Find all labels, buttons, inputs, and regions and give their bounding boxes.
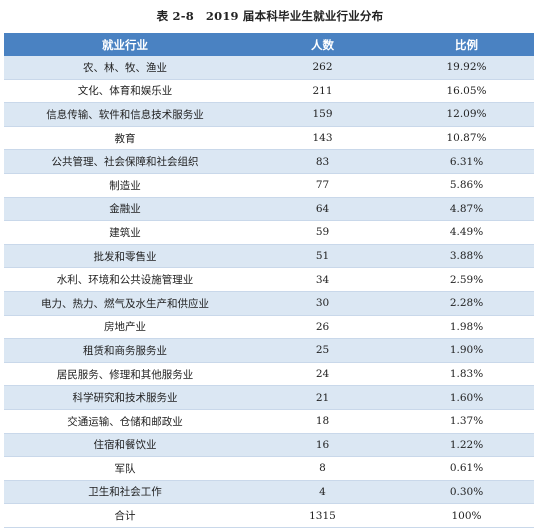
cell-count: 8	[246, 456, 399, 481]
cell-count: 262	[246, 56, 399, 80]
cell-count: 16	[246, 433, 399, 458]
cell-count: 77	[246, 173, 399, 198]
table-row: 水利、环境和公共设施管理业 34 2.59%	[4, 267, 534, 292]
cell-ratio: 1.37%	[399, 409, 534, 434]
table-row: 电力、热力、燃气及水生产和供应业 30 2.28%	[4, 291, 534, 316]
table-row: 批发和零售业 51 3.88%	[4, 244, 534, 269]
cell-count: 30	[246, 291, 399, 316]
cell-industry: 金融业	[4, 197, 246, 222]
cell-count: 24	[246, 362, 399, 387]
cell-industry: 居民服务、修理和其他服务业	[4, 362, 246, 387]
cell-ratio: 12.09%	[399, 102, 534, 127]
cell-industry: 信息传输、软件和信息技术服务业	[4, 102, 246, 127]
cell-ratio: 1.90%	[399, 338, 534, 363]
cell-industry: 房地产业	[4, 315, 246, 340]
table-header-row: 就业行业 人数 比例	[4, 33, 534, 56]
table-caption: 表 2-8 2019 届本科毕业生就业行业分布	[0, 6, 540, 26]
cell-ratio: 2.59%	[399, 267, 534, 292]
cell-count: 143	[246, 126, 399, 151]
cell-ratio: 1.98%	[399, 315, 534, 340]
table-row: 文化、体育和娱乐业 211 16.05%	[4, 79, 534, 104]
cell-industry: 电力、热力、燃气及水生产和供应业	[4, 291, 246, 316]
cell-count: 59	[246, 220, 399, 245]
table-row: 金融业 64 4.87%	[4, 197, 534, 222]
cell-count: 1315	[246, 503, 399, 528]
table-row: 房地产业 26 1.98%	[4, 315, 534, 340]
table-row: 交通运输、仓储和邮政业 18 1.37%	[4, 409, 534, 434]
header-ratio: 比例	[399, 33, 534, 56]
cell-industry: 批发和零售业	[4, 244, 246, 269]
cell-industry: 农、林、牧、渔业	[4, 56, 246, 80]
cell-count: 25	[246, 338, 399, 363]
table-row: 租赁和商务服务业 25 1.90%	[4, 338, 534, 363]
table-total-row: 合计 1315 100%	[4, 503, 534, 528]
table-row: 居民服务、修理和其他服务业 24 1.83%	[4, 362, 534, 387]
cell-count: 18	[246, 409, 399, 434]
cell-count: 21	[246, 385, 399, 410]
header-count: 人数	[246, 33, 399, 56]
cell-industry: 科学研究和技术服务业	[4, 385, 246, 410]
header-industry: 就业行业	[4, 33, 246, 56]
cell-industry: 建筑业	[4, 220, 246, 245]
table-row: 公共管理、社会保障和社会组织 83 6.31%	[4, 149, 534, 174]
cell-count: 51	[246, 244, 399, 269]
cell-industry: 教育	[4, 126, 246, 151]
cell-industry: 制造业	[4, 173, 246, 198]
cell-industry: 卫生和社会工作	[4, 480, 246, 505]
table-row: 农、林、牧、渔业 262 19.92%	[4, 56, 534, 80]
cell-industry: 住宿和餐饮业	[4, 433, 246, 458]
cell-ratio: 2.28%	[399, 291, 534, 316]
cell-ratio: 1.83%	[399, 362, 534, 387]
cell-ratio: 10.87%	[399, 126, 534, 151]
table-row: 信息传输、软件和信息技术服务业 159 12.09%	[4, 102, 534, 127]
cell-ratio: 4.49%	[399, 220, 534, 245]
cell-industry: 军队	[4, 456, 246, 481]
table-row: 卫生和社会工作 4 0.30%	[4, 480, 534, 505]
cell-ratio: 0.61%	[399, 456, 534, 481]
cell-count: 211	[246, 79, 399, 104]
cell-industry: 合计	[4, 503, 246, 528]
cell-ratio: 1.22%	[399, 433, 534, 458]
table-row: 军队 8 0.61%	[4, 456, 534, 481]
cell-ratio: 3.88%	[399, 244, 534, 269]
table-number: 表 2-8	[156, 9, 194, 23]
cell-ratio: 1.60%	[399, 385, 534, 410]
cell-industry: 水利、环境和公共设施管理业	[4, 267, 246, 292]
table-row: 制造业 77 5.86%	[4, 173, 534, 198]
cell-ratio: 4.87%	[399, 197, 534, 222]
cell-industry: 交通运输、仓储和邮政业	[4, 409, 246, 434]
industry-distribution-table: 就业行业 人数 比例 农、林、牧、渔业 262 19.92% 文化、体育和娱乐业 211…	[4, 33, 534, 528]
cell-count: 64	[246, 197, 399, 222]
cell-ratio: 5.86%	[399, 173, 534, 198]
table-body: 农、林、牧、渔业 262 19.92% 文化、体育和娱乐业 211 16.05% 信息传输、…	[4, 56, 534, 528]
cell-industry: 公共管理、社会保障和社会组织	[4, 149, 246, 174]
cell-count: 83	[246, 149, 399, 174]
cell-ratio: 0.30%	[399, 480, 534, 505]
table-row: 科学研究和技术服务业 21 1.60%	[4, 385, 534, 410]
cell-ratio: 6.31%	[399, 149, 534, 174]
cell-count: 4	[246, 480, 399, 505]
table-title: 2019 届本科毕业生就业行业分布	[205, 9, 384, 23]
cell-ratio: 16.05%	[399, 79, 534, 104]
cell-count: 159	[246, 102, 399, 127]
cell-ratio: 19.92%	[399, 56, 534, 80]
cell-count: 26	[246, 315, 399, 340]
table-row: 建筑业 59 4.49%	[4, 220, 534, 245]
cell-industry: 租赁和商务服务业	[4, 338, 246, 363]
cell-count: 34	[246, 267, 399, 292]
table-row: 住宿和餐饮业 16 1.22%	[4, 433, 534, 458]
table-row: 教育 143 10.87%	[4, 126, 534, 151]
cell-industry: 文化、体育和娱乐业	[4, 79, 246, 104]
cell-ratio: 100%	[399, 503, 534, 528]
